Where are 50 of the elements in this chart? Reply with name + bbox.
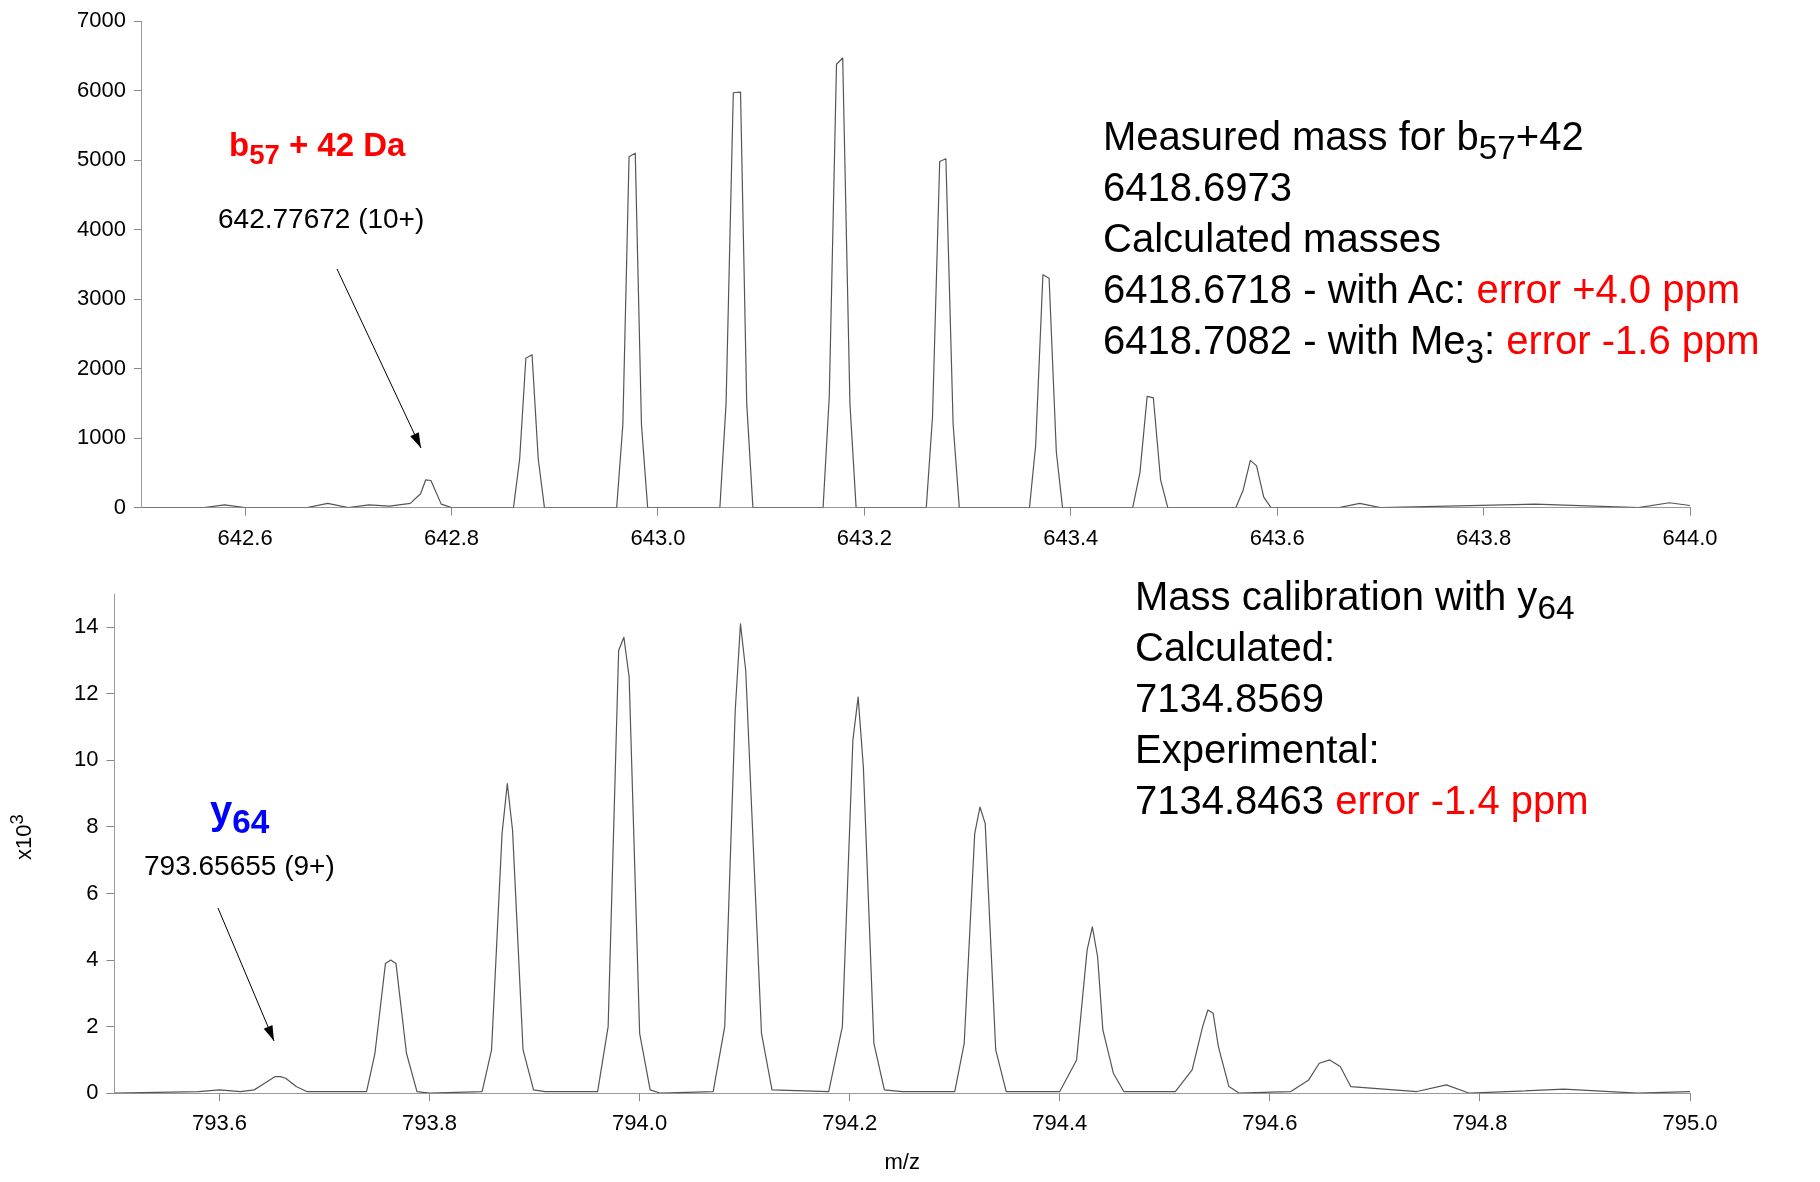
x-tick-label: 643.8: [1456, 524, 1512, 550]
x-tick-label: 794.8: [1452, 1110, 1508, 1136]
annotation: Measured mass for b$_{57}$+42: [1103, 114, 1584, 166]
annotation: 642.77672 (10+): [218, 203, 425, 234]
y-tick-label: 1000: [76, 424, 126, 450]
annotation: error -1.4 ppm: [1335, 778, 1589, 822]
y-tick-label: 7000: [76, 7, 126, 33]
annotation: 6418.6718 - with Ac:: [1103, 267, 1467, 311]
annotation: 6418.7082 - with Me$_{3}$:: [1103, 318, 1497, 370]
y-tick-label: 0: [86, 1079, 99, 1105]
x-tick-label: 794.6: [1242, 1110, 1298, 1136]
annotation: b$_{57}$ + 42 Da: [229, 126, 406, 170]
annotation: Mass calibration with y$_{64}$: [1135, 574, 1575, 626]
y-tick-label: 4: [86, 946, 99, 972]
x-tick-label: 643.2: [836, 524, 892, 550]
annotation: 7134.8463: [1135, 778, 1326, 822]
x-tick-label: 793.6: [191, 1110, 248, 1136]
annotation: error +4.0 ppm: [1476, 267, 1741, 311]
x-tick-label: 643.4: [1043, 524, 1099, 550]
y-tick-label: 8: [86, 813, 99, 839]
annotation: 6418.6973: [1103, 165, 1293, 209]
x-tick-label: 642.6: [217, 524, 273, 550]
y-tick-label: 12: [73, 679, 99, 705]
y-tick-label: 10: [73, 746, 99, 772]
annotation: error -1.6 ppm: [1506, 318, 1760, 362]
x-tick-label: 644.0: [1662, 524, 1718, 550]
x-tick-label: 642.8: [424, 524, 480, 550]
y-tick-label: 4000: [76, 215, 126, 241]
x-tick-label: 794.2: [822, 1110, 878, 1136]
x-tick-label: 794.0: [612, 1110, 668, 1136]
x-tick-label: 643.0: [630, 524, 686, 550]
x-axis-title: m/z: [884, 1148, 920, 1174]
y-tick-label: 6000: [76, 76, 126, 102]
x-tick-label: 793.8: [402, 1110, 458, 1136]
y-tick-label: 3000: [76, 285, 126, 311]
x-tick-label: 795.0: [1662, 1110, 1718, 1136]
annotation: y$_{64}$: [210, 788, 270, 840]
annotation: Calculated:: [1135, 625, 1336, 669]
y-tick-label: 2000: [76, 354, 126, 380]
annotation: Experimental:: [1135, 727, 1380, 771]
x-tick-label: 794.4: [1032, 1110, 1088, 1136]
x-tick-label: 643.6: [1249, 524, 1305, 550]
y-tick-label: 2: [86, 1012, 99, 1038]
annotation: Calculated masses: [1103, 216, 1441, 260]
y-tick-label: 0: [113, 493, 126, 519]
annotation: 793.65655 (9+): [144, 850, 335, 881]
annotation: 7134.8569: [1135, 676, 1325, 720]
y-tick-label: 6: [86, 879, 99, 905]
y-tick-label: 14: [73, 613, 99, 639]
y-tick-label: 5000: [76, 146, 126, 172]
